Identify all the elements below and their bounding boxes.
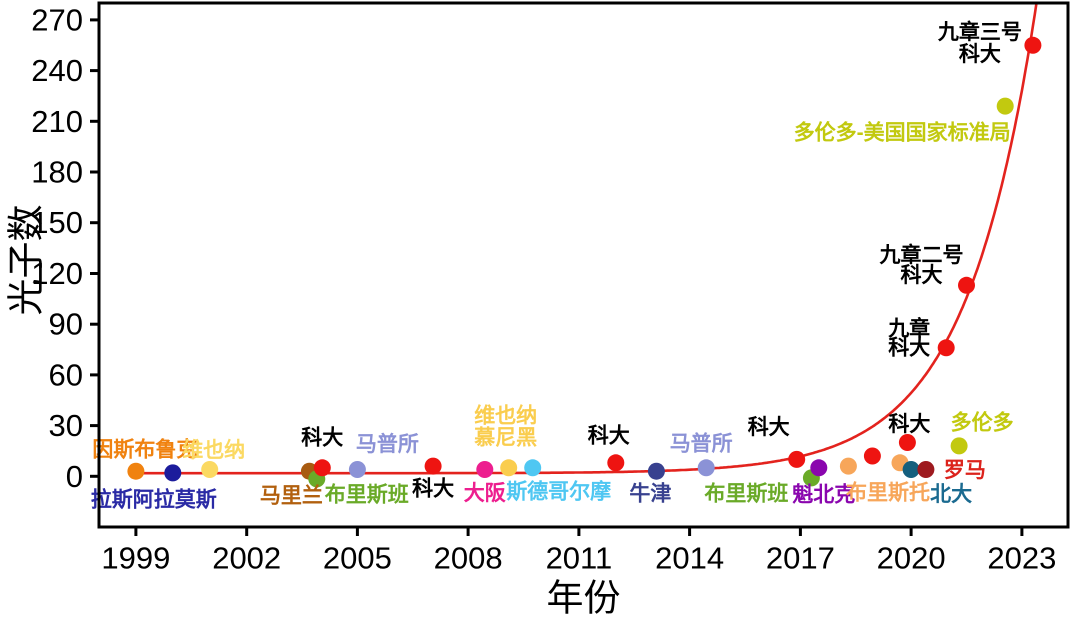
- plot-frame: [97, 1, 1070, 529]
- x-tick-label: 2023: [987, 541, 1056, 576]
- y-tick-label: 210: [31, 104, 83, 139]
- point-label: 牛津: [629, 483, 671, 506]
- point-label: 维也纳: [182, 438, 245, 462]
- data-point: [607, 454, 625, 472]
- y-tick-label: 180: [31, 155, 83, 190]
- x-tick-label: 2017: [766, 541, 835, 576]
- point-label: 科大: [301, 425, 343, 449]
- point-label: 九章: [887, 316, 930, 340]
- point-label: 马里兰: [260, 484, 323, 508]
- y-tick-label: 90: [49, 307, 83, 342]
- point-label: 斯德哥尔摩: [506, 479, 611, 503]
- data-point: [313, 459, 331, 477]
- x-tick-label: 2008: [434, 541, 503, 576]
- point-label: 九章三号: [937, 20, 1022, 44]
- point-label: 多伦多: [951, 410, 1014, 434]
- x-tick-label: 2011: [546, 541, 613, 576]
- point-label: 慕尼黑: [473, 425, 537, 449]
- point-label: 马普所: [670, 431, 733, 455]
- data-point: [898, 434, 916, 451]
- data-point: [476, 461, 494, 478]
- x-tick-label: 2020: [877, 541, 946, 576]
- data-point: [839, 457, 857, 475]
- data-point: [950, 437, 968, 455]
- y-tick-label: 120: [31, 256, 83, 291]
- y-axis-title: 光子数: [6, 205, 47, 316]
- x-tick-label: 2005: [323, 541, 392, 576]
- point-label: 因斯布鲁克: [92, 438, 197, 462]
- point-label: 科大: [888, 335, 930, 359]
- point-label: 拉斯阿拉莫斯: [91, 487, 217, 511]
- point-label: 魁北克: [792, 482, 855, 506]
- y-tick-label: 60: [49, 357, 83, 392]
- y-tick-label: 240: [31, 53, 83, 88]
- data-point: [201, 461, 219, 478]
- x-tick-label: 2002: [212, 541, 281, 576]
- point-label: 科大: [748, 415, 790, 439]
- x-axis-title: 年份: [547, 578, 621, 618]
- point-label: 科大: [588, 423, 630, 447]
- data-point: [348, 461, 366, 478]
- data-point: [500, 459, 518, 477]
- x-tick-label: 1999: [101, 541, 170, 576]
- data-point: [164, 464, 182, 482]
- y-tick-label: 150: [31, 205, 83, 240]
- point-label: 九章二号: [879, 243, 964, 267]
- data-point: [810, 459, 828, 477]
- y-tick-label: 270: [31, 2, 83, 37]
- data-point: [937, 339, 955, 357]
- point-label: 科大: [412, 477, 454, 501]
- point-label: 布里斯托: [846, 480, 930, 504]
- data-point: [958, 276, 975, 294]
- data-point: [697, 459, 715, 477]
- data-point: [902, 461, 920, 478]
- data-point: [1024, 36, 1042, 54]
- data-point: [996, 97, 1014, 115]
- data-point: [863, 447, 881, 465]
- point-label: 科大: [901, 263, 943, 287]
- point-label: 多伦多-美国国家标准局: [794, 121, 1011, 145]
- data-point: [424, 457, 442, 475]
- y-tick-label: 0: [66, 459, 83, 494]
- y-tick-label: 30: [49, 408, 83, 443]
- point-label: 大阪: [464, 482, 507, 505]
- point-label: 罗马: [944, 459, 986, 482]
- point-label: 科大: [959, 42, 1001, 66]
- data-point: [917, 461, 935, 478]
- data-point: [647, 462, 665, 480]
- data-point: [524, 459, 542, 477]
- trend-curve: [135, 3, 1038, 475]
- x-tick-label: 2014: [655, 541, 724, 576]
- point-label: 维也纳: [474, 403, 537, 427]
- data-point: [127, 462, 145, 480]
- point-label: 科大: [888, 412, 930, 436]
- trend-curve-group: [135, 3, 1038, 475]
- point-label: 北大: [930, 483, 972, 506]
- point-label: 布里斯班: [325, 482, 409, 506]
- point-label: 马普所: [356, 432, 419, 456]
- point-label: 布里斯班: [704, 481, 788, 505]
- data-point: [788, 450, 806, 468]
